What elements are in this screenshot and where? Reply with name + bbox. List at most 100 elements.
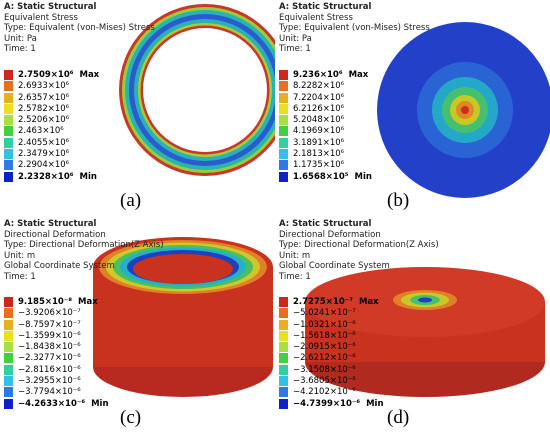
legend-swatch — [4, 376, 13, 387]
legend-value: −2.0915×10⁻⁶ — [293, 342, 356, 353]
legend-value: 2.4055×10⁶ — [18, 137, 70, 148]
legend-value: 2.7275×10⁻⁷ — [293, 297, 353, 307]
legend-row: −3.6805×10⁻⁶ — [279, 376, 384, 387]
legend-value: −2.6212×10⁻⁶ — [293, 353, 356, 364]
legend-swatch — [279, 171, 288, 182]
legend-swatch — [4, 149, 13, 160]
legend-value: 2.7509×10⁶ — [18, 70, 74, 80]
legend-row: 2.4055×10⁶ — [4, 137, 99, 149]
legend-swatch — [279, 126, 288, 137]
legend-swatch — [4, 330, 13, 341]
legend-row: 1.6568×10⁵ Min — [279, 171, 372, 183]
header: A: Static Structural Directional Deformat… — [4, 219, 164, 282]
header-line: A: Static Structural — [4, 2, 97, 12]
legend-value: −4.2102×10⁻⁶ — [293, 387, 356, 398]
header-line: Time: 1 — [4, 44, 36, 54]
legend-swatch — [279, 308, 288, 319]
legend-swatch — [279, 342, 288, 353]
legend-swatch — [279, 330, 288, 341]
legend-row: 2.5782×10⁶ — [4, 103, 99, 115]
header-line: Unit: m — [279, 250, 311, 261]
header-line: Time: 1 — [4, 271, 36, 282]
legend-row: −1.3599×10⁻⁶ — [4, 330, 109, 342]
legend-swatch — [4, 297, 13, 307]
legend-value: 2.2328×10⁶ — [18, 171, 74, 182]
legend-row: −2.3277×10⁻⁶ — [4, 353, 109, 364]
legend-value: 5.2048×10⁶ — [293, 115, 345, 126]
legend-value: 3.1891×10⁶ — [293, 137, 345, 148]
legend-tag: Min — [79, 171, 97, 182]
header-line: Type: Equivalent (von-Mises) Stress — [279, 23, 430, 33]
header-line: Type: Equivalent (von-Mises) Stress — [4, 23, 155, 33]
caption: (b) — [387, 190, 410, 211]
legend-value: 9.236×10⁶ — [293, 70, 343, 80]
legend-tag: Min — [366, 398, 384, 409]
panel: A: Static Structural Directional Deformat… — [0, 217, 275, 434]
header: A: Static Structural Directional Deformat… — [279, 219, 439, 282]
legend-value: −2.8116×10⁻⁶ — [18, 364, 81, 375]
legend-row: 2.3479×10⁶ — [4, 149, 99, 160]
legend-row: 6.2126×10⁶ — [279, 103, 372, 115]
legend-swatch — [279, 81, 288, 92]
legend-row: 5.2048×10⁶ — [279, 115, 372, 126]
legend-swatch — [4, 387, 13, 398]
legend-swatch — [279, 364, 288, 375]
legend-value: 2.3479×10⁶ — [18, 149, 70, 160]
legend-tag: Max — [78, 297, 98, 307]
legend-row: 2.7509×10⁶ Max — [4, 70, 99, 81]
legend-row: 1.1735×10⁶ — [279, 160, 372, 171]
legend-value: 1.1735×10⁶ — [293, 160, 345, 171]
legend-swatch — [279, 387, 288, 398]
legend-row: 2.2328×10⁶ Min — [4, 171, 99, 183]
legend-swatch — [4, 364, 13, 375]
legend-swatch — [4, 398, 13, 409]
panel: A: Static Structural Equivalent Stress Typ… — [0, 0, 275, 217]
legend-swatch — [4, 137, 13, 148]
legend-value: −3.9206×10⁻⁷ — [18, 308, 81, 319]
legend-value: 2.1813×10⁶ — [293, 149, 345, 160]
legend-row: 2.6933×10⁶ — [4, 81, 99, 92]
caption: (d) — [387, 407, 410, 428]
legend-row: −5.0241×10⁻⁷ — [279, 308, 384, 319]
legend-row: 2.7275×10⁻⁷ Max — [279, 297, 384, 308]
legend-row: −8.7597×10⁻⁷ — [4, 319, 109, 331]
caption: (a) — [120, 190, 142, 211]
legend: 2.7509×10⁶ Max 2.6933×10⁶ 2.6357×10⁶ 2.5782×… — [4, 70, 99, 183]
legend-row: 2.2904×10⁶ — [4, 160, 99, 171]
legend-tag: Max — [348, 70, 369, 80]
header-line: Global Coordinate System — [4, 261, 115, 271]
header-line: Equivalent Stress — [279, 12, 353, 23]
legend-row: −2.6212×10⁻⁶ — [279, 353, 384, 364]
panel: A: Static Structural Equivalent Stress Typ… — [275, 0, 550, 217]
legend-swatch — [279, 353, 288, 364]
legend-row: 4.1969×10⁶ — [279, 126, 372, 137]
header-line: Global Coordinate System — [279, 261, 390, 271]
legend-tag: Max — [79, 70, 100, 80]
legend-value: 2.5206×10⁶ — [18, 115, 70, 126]
header-line: A: Static Structural — [279, 219, 372, 229]
legend-swatch — [279, 92, 288, 103]
legend-swatch — [4, 353, 13, 364]
legend: 9.185×10⁻⁸ Max −3.9206×10⁻⁷ −8.7597×10⁻⁷ −1.… — [4, 297, 109, 410]
legend-row: 2.1813×10⁶ — [279, 149, 372, 160]
legend-row: −3.1508×10⁻⁶ — [279, 364, 384, 376]
legend-row: 7.2204×10⁶ — [279, 92, 372, 104]
legend-row: 2.6357×10⁶ — [4, 92, 99, 104]
legend-value: −4.2633×10⁻⁶ — [18, 398, 86, 409]
legend-value: 1.6568×10⁵ — [293, 171, 349, 182]
legend-swatch — [4, 308, 13, 319]
legend-swatch — [279, 149, 288, 160]
legend-swatch — [4, 126, 13, 137]
legend-value: 2.6933×10⁶ — [18, 81, 70, 92]
legend-row: 8.2282×10⁶ — [279, 81, 372, 92]
header-line: Directional Deformation — [4, 229, 106, 240]
legend-value: −1.0321×10⁻⁶ — [293, 319, 356, 330]
legend-value: 6.2126×10⁶ — [293, 103, 345, 114]
legend-swatch — [279, 297, 288, 307]
legend-swatch — [4, 70, 13, 80]
header-line: A: Static Structural — [279, 2, 372, 12]
legend-row: −4.2102×10⁻⁶ — [279, 387, 384, 398]
legend-swatch — [279, 103, 288, 114]
legend-row: 9.236×10⁶ Max — [279, 70, 372, 81]
header-line: Unit: m — [4, 250, 36, 261]
